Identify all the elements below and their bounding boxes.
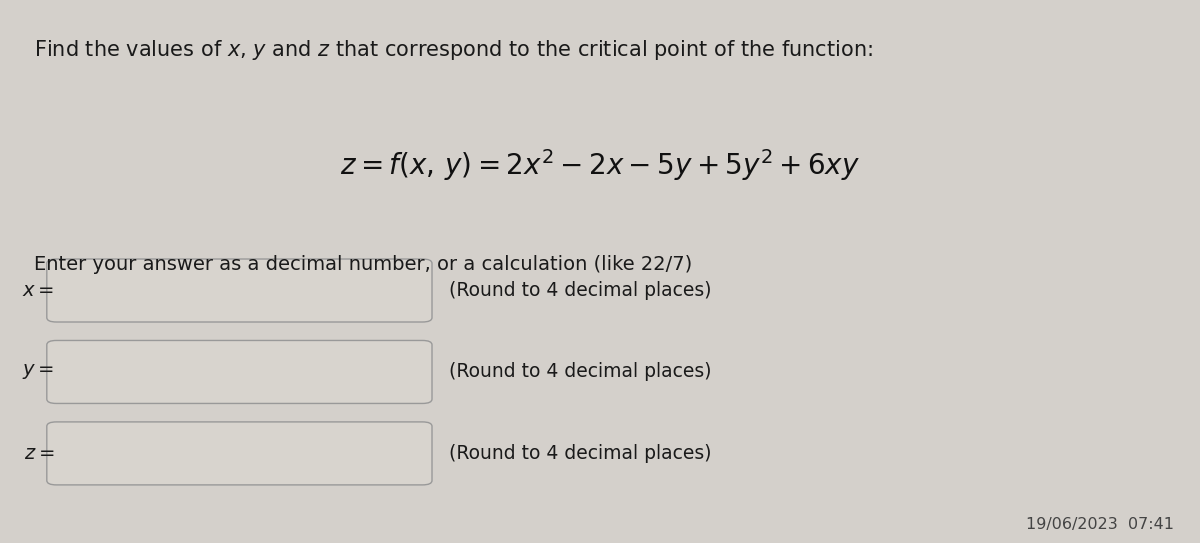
Text: (Round to 4 decimal places): (Round to 4 decimal places): [449, 363, 712, 381]
Text: Enter your answer as a decimal number, or a calculation (like 22/7): Enter your answer as a decimal number, o…: [34, 255, 692, 274]
Text: 19/06/2023  07:41: 19/06/2023 07:41: [1026, 517, 1174, 532]
Text: (Round to 4 decimal places): (Round to 4 decimal places): [449, 281, 712, 300]
Text: $x=$: $x=$: [22, 281, 54, 300]
Text: $z=$: $z=$: [24, 444, 54, 463]
FancyBboxPatch shape: [47, 422, 432, 485]
Text: $y=$: $y=$: [22, 363, 54, 381]
FancyBboxPatch shape: [47, 340, 432, 403]
Text: $z = f(x,\,y) = 2x^2 - 2x - 5y + 5y^2 + 6xy$: $z = f(x,\,y) = 2x^2 - 2x - 5y + 5y^2 + …: [340, 147, 860, 182]
Text: Find the values of $\mathit{x}$, $y$ and $z$ that correspond to the critical poi: Find the values of $\mathit{x}$, $y$ and…: [34, 38, 872, 62]
FancyBboxPatch shape: [47, 259, 432, 322]
Text: (Round to 4 decimal places): (Round to 4 decimal places): [449, 444, 712, 463]
